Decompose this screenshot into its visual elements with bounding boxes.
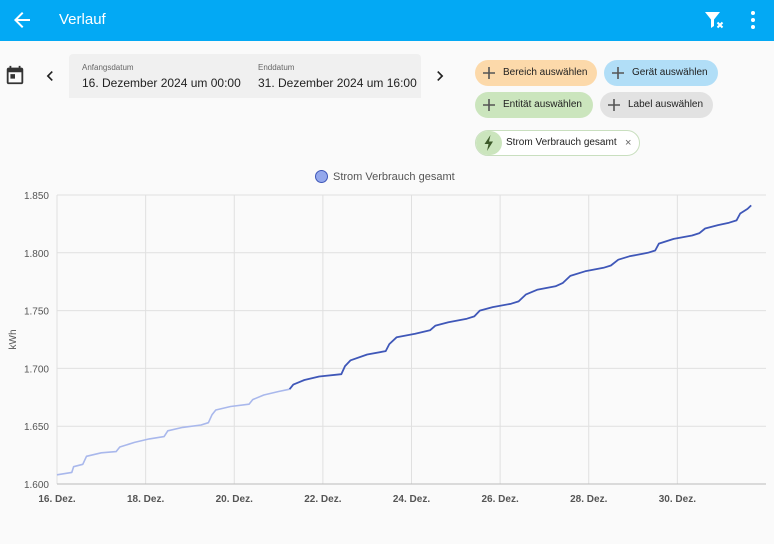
add-entity-chip[interactable]: Entität auswählen [475, 92, 593, 118]
start-date-field[interactable]: Anfangsdatum 16. Dezember 2024 um 00:00 [82, 63, 241, 91]
page-title: Verlauf [59, 11, 106, 28]
y-axis-label: kWh [8, 330, 19, 350]
selected-entity-chip[interactable]: Strom Verbrauch gesamt × [475, 130, 640, 156]
y-tick-label: 1.650 [24, 422, 49, 433]
history-chart[interactable]: 1.600 1.650 1.700 1.750 1.800 1.850 16. Dez. 18… [0, 186, 774, 516]
y-tick-label: 1.700 [24, 364, 49, 375]
add-device-chip[interactable]: Gerät auswählen [604, 60, 718, 86]
x-tick-label: 26. Dez. [482, 494, 519, 505]
plus-icon [612, 67, 624, 79]
x-tick-label: 28. Dez. [570, 494, 607, 505]
y-tick-label: 1.600 [24, 480, 49, 491]
chart-legend-item[interactable]: Strom Verbrauch gesamt [315, 170, 455, 184]
more-vert-icon[interactable] [741, 8, 765, 32]
plus-icon [483, 67, 495, 79]
x-tick-label: 30. Dez. [659, 494, 696, 505]
top-app-bar: Verlauf [0, 0, 774, 41]
end-date-value: 31. Dezember 2024 um 16:00 [258, 76, 417, 90]
add-device-label: Gerät auswählen [632, 67, 708, 78]
y-tick-label: 1.800 [24, 249, 49, 260]
series-line-faded [56, 388, 290, 476]
add-area-chip[interactable]: Bereich auswählen [475, 60, 597, 86]
x-tick-label: 24. Dez. [393, 494, 430, 505]
add-label-chip[interactable]: Label auswählen [600, 92, 713, 118]
date-range-picker[interactable]: Anfangsdatum 16. Dezember 2024 um 00:00 … [69, 54, 421, 98]
legend-marker [315, 170, 328, 183]
add-entity-label: Entität auswählen [503, 99, 582, 110]
filter-remove-icon[interactable] [702, 8, 726, 32]
x-tick-label: 20. Dez. [216, 494, 253, 505]
remove-entity-icon[interactable]: × [625, 137, 632, 149]
x-tick-label: 22. Dez. [304, 494, 341, 505]
add-label-label: Label auswählen [628, 99, 704, 110]
end-date-label: Enddatum [258, 63, 295, 72]
x-tick-label: 18. Dez. [127, 494, 164, 505]
legend-label: Strom Verbrauch gesamt [333, 171, 455, 183]
series-line [288, 204, 752, 390]
end-date-field[interactable]: Enddatum 31. Dezember 2024 um 16:00 [258, 63, 417, 91]
selected-entity-label: Strom Verbrauch gesamt [506, 137, 617, 148]
calendar-icon[interactable] [4, 64, 26, 86]
chevron-left-icon[interactable] [40, 66, 60, 86]
start-date-label: Anfangsdatum [82, 63, 134, 72]
plus-icon [608, 99, 620, 111]
start-date-value: 16. Dezember 2024 um 00:00 [82, 76, 241, 90]
back-arrow-icon[interactable] [10, 8, 34, 32]
chevron-right-icon[interactable] [430, 66, 450, 86]
plus-icon [483, 99, 495, 111]
add-area-label: Bereich auswählen [503, 67, 588, 78]
y-tick-label: 1.750 [24, 307, 49, 318]
lightning-bolt-icon [476, 131, 502, 155]
y-tick-label: 1.850 [24, 191, 49, 202]
x-tick-label: 16. Dez. [38, 494, 75, 505]
